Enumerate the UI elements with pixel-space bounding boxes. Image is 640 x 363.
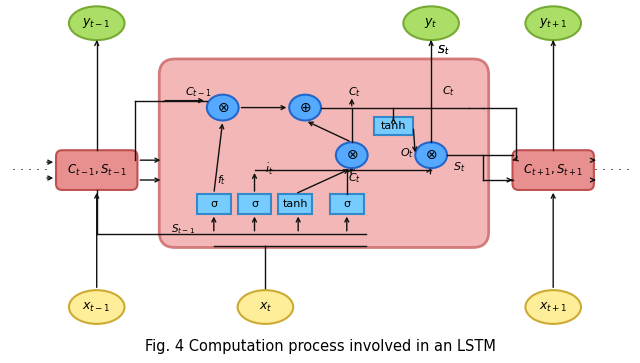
Text: $\tilde{C}_t$: $\tilde{C}_t$ [348,168,362,184]
FancyBboxPatch shape [56,150,138,190]
Ellipse shape [403,6,459,40]
Ellipse shape [336,142,367,168]
Text: $x_{t+1}$: $x_{t+1}$ [539,301,568,314]
Text: $x_{t-1}$: $x_{t-1}$ [83,301,111,314]
Text: $\otimes$: $\otimes$ [216,101,229,115]
Bar [374,118,413,135]
Ellipse shape [237,290,293,324]
Text: tanh: tanh [282,199,308,209]
Text: σ: σ [251,199,258,209]
FancyBboxPatch shape [159,59,489,248]
Ellipse shape [69,6,125,40]
Text: Fig. 4 Computation process involved in an LSTM: Fig. 4 Computation process involved in a… [145,339,495,354]
Bar [237,194,271,214]
Ellipse shape [207,95,239,121]
Text: σ: σ [343,199,350,209]
Text: $C_t$: $C_t$ [442,84,456,98]
Text: $x_t$: $x_t$ [259,301,272,314]
Text: $f_t$: $f_t$ [217,173,227,187]
Ellipse shape [415,142,447,168]
Ellipse shape [289,95,321,121]
Bar [278,194,312,214]
Text: $C_{t-1}$: $C_{t-1}$ [184,85,211,99]
Bar [197,194,230,214]
Text: $y_{t+1}$: $y_{t+1}$ [539,16,568,30]
Text: $\dot{\imath}_t$: $\dot{\imath}_t$ [265,162,274,177]
Text: $S_{t-1}$: $S_{t-1}$ [171,222,195,236]
Text: $S_t$: $S_t$ [452,160,465,174]
Text: $S_t$: $S_t$ [437,43,449,57]
Text: $\oplus$: $\oplus$ [299,101,311,115]
Ellipse shape [69,290,125,324]
Text: $\otimes$: $\otimes$ [425,148,437,162]
Text: $C_{t+1}, S_{t+1}$: $C_{t+1}, S_{t+1}$ [523,163,584,178]
Text: $y_t$: $y_t$ [424,16,438,30]
Text: · · · · ·: · · · · · [12,164,48,176]
Text: · · · · ·: · · · · · [594,164,630,176]
Text: $C_{t-1}, S_{t-1}$: $C_{t-1}, S_{t-1}$ [67,163,127,178]
Text: $\otimes$: $\otimes$ [346,148,358,162]
Text: $y_{t-1}$: $y_{t-1}$ [83,16,111,30]
Text: tanh: tanh [381,122,406,131]
Ellipse shape [525,6,581,40]
Text: $C_t$: $C_t$ [348,85,361,99]
Ellipse shape [525,290,581,324]
Text: $O_t$: $O_t$ [400,146,414,160]
Text: $S_t$: $S_t$ [437,43,449,57]
Bar [330,194,364,214]
Text: σ: σ [211,199,218,209]
FancyBboxPatch shape [513,150,594,190]
